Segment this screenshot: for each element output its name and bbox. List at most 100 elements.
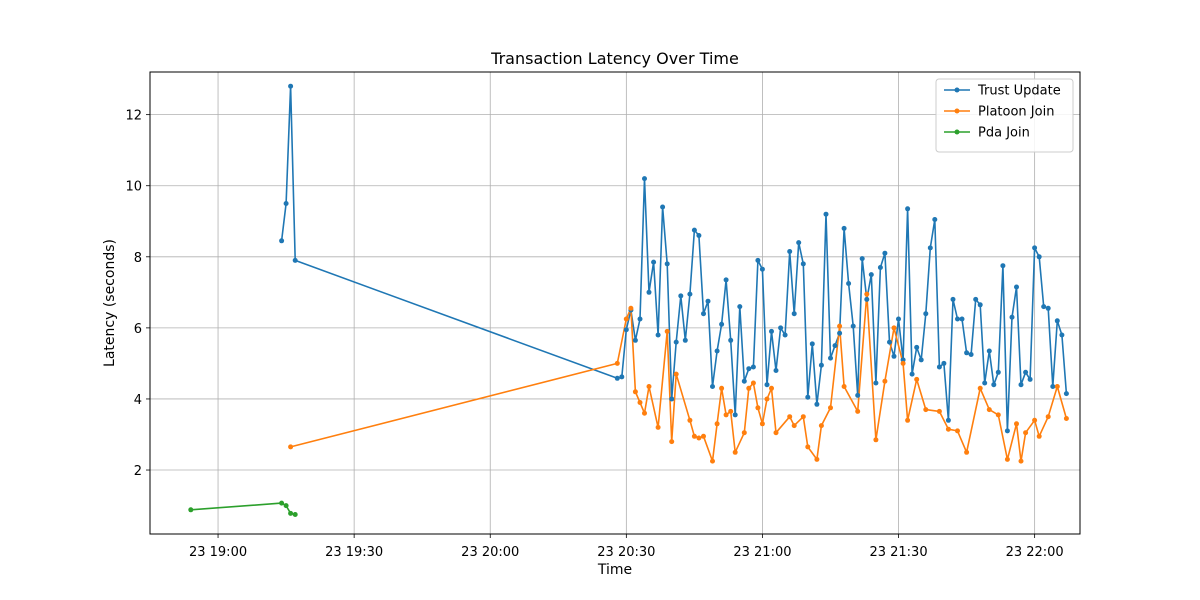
data-point-trust-update (905, 206, 911, 212)
data-point-trust-update (995, 369, 1001, 375)
chart-title: Transaction Latency Over Time (490, 49, 739, 68)
data-point-trust-update (909, 371, 915, 377)
data-point-trust-update (918, 357, 924, 363)
data-point-platoon-join (955, 428, 960, 434)
legend-label: Pda Join (978, 126, 1030, 141)
data-point-platoon-join (873, 437, 879, 443)
data-point-trust-update (691, 227, 697, 233)
y-tick-label: 8 (134, 251, 142, 266)
y-tick-label: 2 (134, 464, 142, 479)
plot-frame (149, 71, 1081, 535)
data-point-trust-update (759, 266, 765, 272)
data-point-platoon-join (1063, 416, 1069, 421)
data-point-platoon-join (986, 407, 992, 413)
data-point-platoon-join (714, 421, 720, 427)
legend-marker (954, 87, 960, 93)
y-tick-label: 12 (125, 109, 142, 124)
data-point-trust-update (873, 380, 879, 386)
data-point-trust-update (642, 176, 647, 182)
x-tick-label: 23 20:00 (461, 545, 519, 560)
data-point-trust-update (832, 343, 838, 349)
x-axis-label: Time (597, 562, 632, 578)
data-point-trust-update (619, 374, 625, 380)
data-point-trust-update (1000, 263, 1006, 269)
x-tick-label: 23 21:30 (869, 545, 927, 560)
data-point-trust-update (846, 281, 852, 286)
data-point-trust-update (719, 321, 725, 327)
data-point-trust-update (723, 277, 729, 283)
data-point-trust-update (805, 394, 811, 400)
data-point-trust-update (673, 339, 679, 345)
data-point-platoon-join (642, 410, 647, 416)
data-point-platoon-join (995, 412, 1001, 418)
data-point-platoon-join (691, 433, 697, 439)
data-point-trust-update (796, 240, 802, 246)
x-tick-label: 23 22:00 (1006, 545, 1064, 560)
data-point-pda-join (292, 512, 298, 517)
data-point-trust-update (737, 304, 743, 310)
data-point-trust-update (936, 364, 942, 370)
data-point-trust-update (646, 289, 652, 295)
data-point-trust-update (1036, 254, 1042, 260)
data-point-trust-update (1032, 245, 1038, 251)
data-point-platoon-join (791, 423, 797, 429)
series-line-platoon-join (290, 293, 1068, 462)
data-point-trust-update (728, 337, 734, 343)
data-point-platoon-join (632, 389, 638, 395)
data-point-platoon-join (855, 408, 861, 414)
data-point-platoon-join (977, 385, 983, 391)
data-point-trust-update (850, 323, 856, 329)
data-point-platoon-join (673, 371, 679, 377)
data-point-trust-update (986, 348, 992, 354)
data-point-trust-update (773, 368, 779, 373)
y-tick-label: 4 (134, 393, 142, 408)
data-point-platoon-join (628, 305, 634, 311)
data-point-platoon-join (964, 449, 970, 455)
series-points (188, 83, 1069, 517)
data-point-trust-update (1059, 332, 1065, 338)
data-point-platoon-join (750, 380, 756, 386)
y-tick-label: 10 (125, 180, 142, 195)
data-point-trust-update (959, 316, 965, 322)
data-point-platoon-join (719, 385, 725, 391)
data-point-trust-update (1027, 376, 1033, 382)
data-point-trust-update (864, 296, 870, 302)
data-point-platoon-join (841, 384, 847, 389)
data-point-platoon-join (769, 385, 774, 391)
data-point-trust-update (791, 311, 797, 317)
data-point-trust-update (882, 250, 888, 256)
data-point-platoon-join (1032, 417, 1038, 423)
data-point-trust-update (664, 261, 670, 267)
data-point-trust-update (1054, 318, 1060, 324)
data-point-trust-update (837, 330, 843, 336)
legend: Trust Update Platoon Join Pda Join (935, 78, 1074, 153)
data-point-trust-update (887, 339, 892, 345)
data-point-trust-update (283, 201, 289, 206)
x-tick-label: 23 21:00 (733, 545, 791, 560)
data-point-platoon-join (664, 328, 670, 334)
data-point-platoon-join (905, 417, 911, 423)
data-point-trust-update (923, 311, 929, 317)
data-point-trust-update (968, 352, 974, 357)
data-point-trust-update (632, 337, 638, 343)
data-point-trust-update (877, 265, 883, 270)
data-point-trust-update (782, 332, 788, 338)
data-point-trust-update (778, 325, 784, 331)
data-point-platoon-join (1036, 433, 1042, 439)
data-point-trust-update (945, 417, 951, 423)
x-tick-label: 23 20:30 (597, 545, 655, 560)
data-point-trust-update (696, 233, 702, 238)
data-point-trust-update (950, 296, 956, 302)
data-point-platoon-join (1045, 414, 1051, 420)
data-point-trust-update (896, 316, 901, 322)
data-point-trust-update (1041, 304, 1047, 310)
data-point-platoon-join (623, 316, 629, 322)
data-point-trust-update (732, 412, 738, 418)
data-point-trust-update (1045, 305, 1051, 311)
data-point-trust-update (800, 261, 806, 267)
x-tick-label: 23 19:30 (325, 545, 383, 560)
data-point-platoon-join (646, 384, 652, 389)
y-axis-ticks: 2 4 6 8 10 12 (125, 109, 150, 479)
data-point-trust-update (655, 332, 661, 338)
data-point-platoon-join (1004, 456, 1010, 462)
